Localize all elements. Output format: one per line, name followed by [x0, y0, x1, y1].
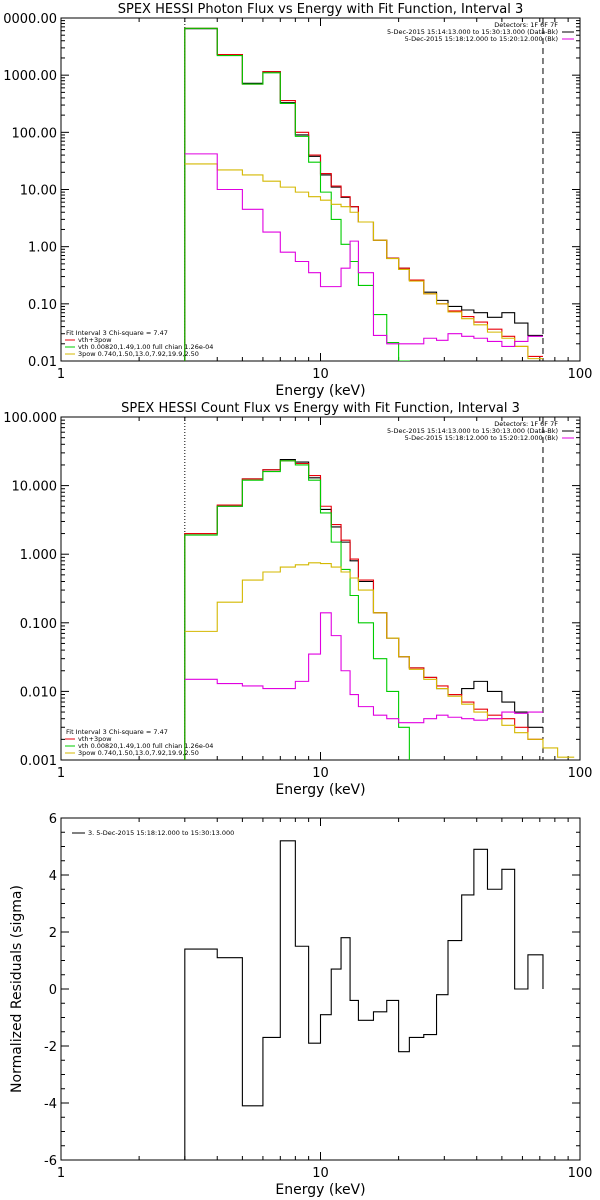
- y-tick-label: 4: [49, 869, 57, 884]
- y-tick-label: 0.001: [20, 754, 57, 769]
- y-tick-label: 6: [49, 812, 57, 827]
- y-tick-label: 0: [49, 983, 57, 998]
- y-tick-label: -6: [44, 1154, 57, 1169]
- x-axis-label: Energy (keV): [275, 782, 365, 798]
- series-residuals: [184, 840, 544, 1160]
- y-tick-label: 100.000: [3, 411, 57, 426]
- legend-bottom-entry: vth+3pow: [78, 735, 112, 743]
- legend-top-entry: 5-Dec-2015 15:18:12.000 to 15:20:12.000 …: [405, 434, 558, 442]
- series-3pow: [184, 562, 575, 758]
- plot-frame: [60, 416, 581, 761]
- legend-top-entry: Detectors: 1F 6F 7F: [494, 21, 558, 29]
- x-tick-label: 10: [312, 766, 329, 781]
- legend-bottom-entry: Fit Interval 3 Chi-square = 7.47: [66, 728, 168, 736]
- y-tick-label: 0.01: [28, 355, 57, 370]
- x-tick-label: 100: [568, 766, 593, 781]
- legend-top-entry: Detectors: 1F 6F 7F: [494, 420, 558, 428]
- y-axis-label: Normalized Residuals (sigma): [9, 885, 25, 1093]
- legend-bottom-entry: vth 0.00820,1.49,1.00 full chian 1.26e-0…: [78, 343, 213, 351]
- legend-bottom-entry: Fit Interval 3 Chi-square = 7.47: [66, 329, 168, 337]
- y-tick-label: 0.010: [20, 685, 57, 700]
- series-background: [184, 153, 543, 347]
- series-group: [184, 458, 575, 760]
- series-vth-3pow: [184, 27, 543, 361]
- legend-top-entry: 5-Dec-2015 15:18:12.000 to 15:20:12.000 …: [405, 35, 558, 43]
- y-tick-label: 2: [49, 926, 57, 941]
- legend-bottom-entry: 3pow 0.740,1.50,13.0,7.92,19.9,2.50: [78, 749, 199, 757]
- legend-bottom-entry: vth+3pow: [78, 336, 112, 344]
- y-tick-label: -4: [44, 1097, 57, 1112]
- legend-entry: 3. 5-Dec-2015 15:18:12.000 to 15:30:13.0…: [88, 829, 234, 837]
- series-group: [184, 27, 543, 361]
- chart-title: SPEX HESSI Count Flux vs Energy with Fit…: [121, 401, 520, 416]
- x-tick-label: 10: [312, 1166, 329, 1181]
- x-tick-label: 100: [568, 367, 593, 382]
- x-tick-label: 10: [312, 367, 329, 382]
- series-vth-3pow: [184, 460, 543, 760]
- x-axis-label: Energy (keV): [275, 383, 365, 399]
- y-tick-label: 1.000: [20, 548, 57, 563]
- count-flux-panel: SPEX HESSI Count Flux vs Energy with Fit…: [3, 401, 592, 798]
- x-tick-label: 1: [57, 766, 65, 781]
- photon-flux-panel: SPEX HESSI Photon Flux vs Energy with Fi…: [3, 2, 592, 399]
- legend-bottom-entry: 3pow 0.740,1.50,13.0,7.92,19.9,2.50: [78, 350, 199, 358]
- y-tick-label: 1000.00: [3, 69, 57, 84]
- series-vth: [184, 27, 425, 361]
- y-tick-label: -2: [44, 1040, 57, 1055]
- legend-top-entry: 5-Dec-2015 15:14:13.000 to 15:30:13.000 …: [387, 427, 558, 435]
- y-tick-label: 0.10: [28, 298, 57, 313]
- x-tick-label: 1: [57, 1166, 65, 1181]
- x-tick-label: 100: [568, 1166, 593, 1181]
- series-data: [184, 28, 543, 361]
- series-background: [184, 612, 543, 724]
- series-group: [184, 840, 544, 1160]
- y-tick-label: 1.00: [28, 241, 57, 256]
- y-tick-label: 10.00: [20, 184, 57, 199]
- series-3pow: [184, 163, 543, 360]
- x-tick-label: 1: [57, 367, 65, 382]
- y-tick-label: 0000.00: [3, 12, 57, 27]
- y-tick-label: 100.00: [12, 126, 58, 141]
- x-axis-label: Energy (keV): [275, 1182, 365, 1198]
- y-tick-label: 0.100: [20, 617, 57, 632]
- residuals-panel: 1 10 100 Energy (keV) -6 -4 -2 0 2 4 6 Normalized R…: [9, 812, 592, 1198]
- series-vth: [184, 460, 425, 760]
- legend-bottom-entry: vth 0.00820,1.49,1.00 full chian 1.26e-0…: [78, 742, 213, 750]
- legend-top-entry: 5-Dec-2015 15:14:13.000 to 15:30:13.000 …: [387, 28, 558, 36]
- chart-title: SPEX HESSI Photon Flux vs Energy with Fi…: [118, 2, 524, 17]
- y-tick-label: 10.000: [12, 480, 58, 495]
